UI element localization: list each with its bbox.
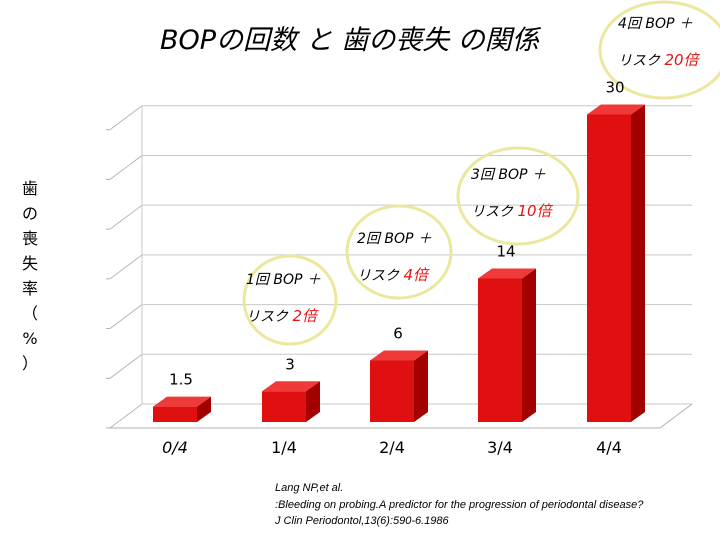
annotation-4-prefix: リスク <box>618 53 665 69</box>
annotation-1: 1回 BOP ＋ リスク 2倍 <box>246 271 321 326</box>
bar-0-4 <box>153 396 211 422</box>
annotation-ellipse-2 <box>345 204 453 300</box>
annotation-2: 2回 BOP ＋ リスク 4倍 <box>357 230 432 285</box>
x-tick-label: 1/4 <box>271 438 297 457</box>
annotation-ellipse-1 <box>242 254 338 346</box>
gridline-depth <box>109 155 143 180</box>
citation-title: :Bleeding on probing.A predictor for the… <box>275 498 644 511</box>
gridline-depth <box>109 403 143 429</box>
chart-bars <box>153 104 645 422</box>
bar-2-4 <box>370 350 428 422</box>
annotation-2-risk: 4倍 <box>403 266 428 284</box>
bar-front <box>370 360 414 422</box>
bar-top <box>478 268 536 279</box>
bar-top <box>262 381 320 392</box>
gridline-depth <box>109 304 143 329</box>
bar-top <box>587 104 645 115</box>
bar-top <box>153 396 211 407</box>
chart-floor <box>110 403 693 429</box>
bar-side <box>197 396 211 422</box>
gridline-depth <box>109 353 143 379</box>
annotation-1-line1: 1回 BOP ＋ <box>246 272 321 288</box>
gridline-depth <box>109 254 143 280</box>
data-label: 3 <box>285 355 295 373</box>
bar-front <box>478 278 522 422</box>
gridline-depth <box>109 105 143 131</box>
annotation-3-line1: 3回 BOP ＋ <box>471 167 546 183</box>
annotation-4: 4回 BOP ＋ リスク 20倍 <box>618 15 699 70</box>
data-label: 6 <box>393 325 403 343</box>
bar-side <box>306 381 320 422</box>
annotation-2-prefix: リスク <box>357 268 404 284</box>
bar-side <box>414 350 428 422</box>
annotation-3: 3回 BOP ＋ リスク 10倍 <box>471 166 552 221</box>
bar-3-4 <box>478 268 536 422</box>
annotation-1-risk: 2倍 <box>292 307 317 325</box>
bar-front <box>262 391 306 422</box>
bar-front <box>153 406 197 422</box>
data-label: 30 <box>605 79 624 97</box>
data-label: 1.5 <box>169 371 193 389</box>
annotation-4-line1: 4回 BOP ＋ <box>618 16 693 32</box>
chart-labels: 1.5 0/4 3 1/4 6 2/4 14 3/4 30 4/4 <box>162 79 624 458</box>
bar-1-4 <box>262 381 320 422</box>
y-axis-label: 歯 の 喪 失 率 （ % ） <box>21 179 38 373</box>
chart-title: BOPの回数 と 歯の喪失 の関係 <box>160 25 539 56</box>
bar-front <box>587 114 631 422</box>
annotation-2-line1: 2回 BOP ＋ <box>357 231 432 247</box>
annotation-3-prefix: リスク <box>471 204 518 220</box>
bar-4-4 <box>587 104 645 422</box>
gridline-depth <box>109 204 143 230</box>
x-tick-label: 2/4 <box>379 438 405 457</box>
annotation-ellipses <box>242 0 720 346</box>
bar-side <box>522 268 536 422</box>
bar-top <box>370 350 428 361</box>
x-tick-label: 0/4 <box>162 438 188 457</box>
x-tick-label: 3/4 <box>487 438 513 457</box>
annotation-1-prefix: リスク <box>246 309 293 325</box>
annotation-ellipse-3 <box>456 146 580 246</box>
citation-journal: J Clin Periodontol,13(6):590-6.1986 <box>275 515 449 527</box>
x-tick-label: 4/4 <box>596 438 622 457</box>
bar-side <box>631 104 645 422</box>
citation-authors: Lang NP,et al. <box>275 482 344 494</box>
annotation-4-risk: 20倍 <box>664 51 699 69</box>
annotation-ellipse-4 <box>598 0 720 100</box>
data-label: 14 <box>496 243 515 261</box>
citation: Lang NP,et al. :Bleeding on probing.A pr… <box>275 480 643 530</box>
annotation-3-risk: 10倍 <box>517 202 552 220</box>
